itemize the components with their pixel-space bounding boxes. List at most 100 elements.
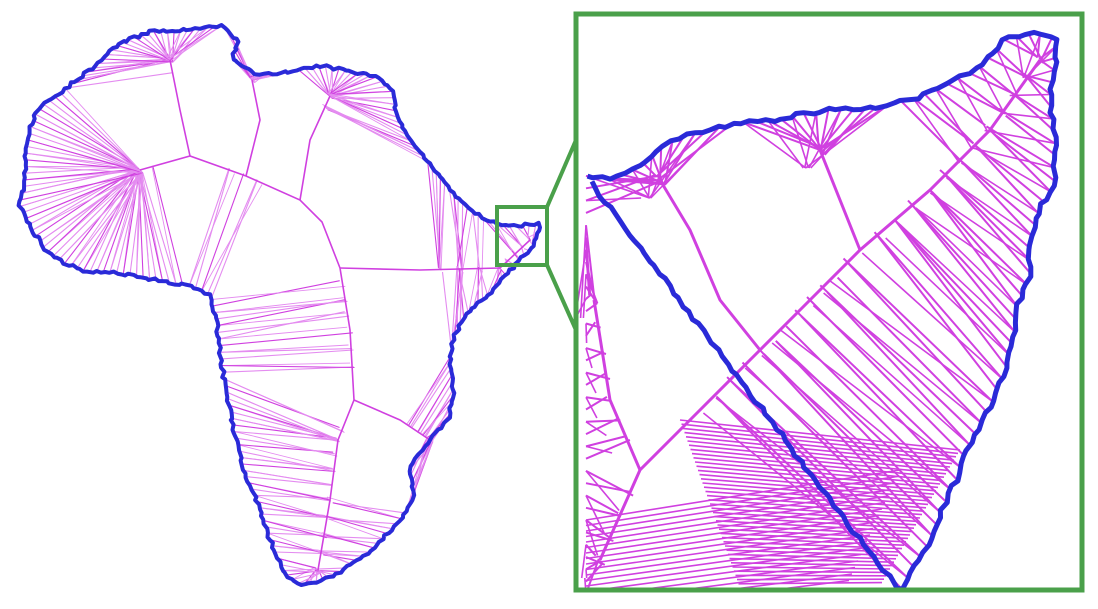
- zoom-connector-top: [545, 139, 578, 208]
- mesh-edge: [222, 366, 354, 373]
- mesh-edge: [222, 362, 351, 367]
- skeleton-branch: [353, 399, 431, 441]
- mesh-edge: [329, 95, 408, 136]
- mesh-edge: [585, 237, 592, 297]
- mesh-edge: [585, 347, 593, 369]
- mesh-edge: [140, 34, 171, 61]
- mesh-edge: [168, 25, 222, 60]
- mesh-edge: [129, 172, 144, 276]
- skeleton-branch: [317, 267, 355, 571]
- mesh-edge: [988, 128, 1052, 193]
- skeleton-branch: [592, 299, 642, 471]
- mesh-edge: [318, 570, 341, 572]
- mesh-edge: [691, 452, 945, 478]
- mesh-edge: [28, 139, 143, 174]
- detail-triangle-mesh: [576, 32, 1058, 590]
- mesh-edge: [836, 276, 983, 425]
- mesh-edge: [70, 167, 139, 267]
- mesh-edge: [64, 87, 139, 169]
- mesh-edge: [91, 60, 172, 69]
- mesh-edge: [968, 71, 1015, 95]
- mesh-edge: [244, 469, 333, 486]
- skeleton-branch: [818, 149, 862, 251]
- mesh-edge: [451, 265, 458, 343]
- mesh-edge: [711, 507, 919, 523]
- mesh-edge: [1025, 74, 1053, 84]
- mesh-edge: [328, 67, 333, 96]
- mesh-edge: [416, 375, 452, 433]
- mesh-edge: [585, 179, 662, 214]
- mesh-edge: [328, 518, 384, 540]
- mesh-edge: [584, 577, 587, 590]
- skeleton-branch: [245, 79, 261, 177]
- mesh-edge: [152, 166, 184, 286]
- mesh-edge: [585, 475, 898, 527]
- mesh-edge: [246, 476, 333, 486]
- mesh-edge: [766, 579, 850, 590]
- mesh-edge: [305, 68, 328, 94]
- mesh-edge: [582, 274, 587, 319]
- mesh-edge: [585, 321, 597, 337]
- mesh-edge: [277, 557, 317, 569]
- mesh-edge: [462, 210, 474, 272]
- mesh-edge: [585, 445, 613, 454]
- zoom-detail-frame: [573, 11, 1085, 593]
- mesh-edge: [200, 184, 263, 292]
- mesh-edge: [326, 496, 401, 520]
- mesh-edge: [829, 279, 993, 403]
- skeleton-branch: [598, 59, 1042, 561]
- mesh-edge: [438, 182, 446, 269]
- mesh-edge: [83, 172, 143, 271]
- mesh-edge: [167, 27, 208, 58]
- mesh-edge: [794, 309, 962, 469]
- mesh-edge: [998, 107, 1056, 145]
- mesh-edge: [329, 95, 405, 130]
- mesh-edge: [488, 221, 519, 258]
- mesh-edge: [254, 494, 328, 519]
- mesh-edge: [109, 171, 143, 273]
- mesh-edge: [318, 66, 330, 96]
- mesh-edge: [421, 401, 453, 435]
- mesh-edge: [23, 168, 139, 181]
- mesh-edge: [800, 315, 958, 481]
- mesh-edge: [427, 161, 440, 269]
- mesh-edge: [332, 502, 401, 520]
- mesh-edge: [785, 325, 953, 492]
- mesh-edge: [135, 169, 141, 277]
- mesh-edge: [1025, 75, 1052, 108]
- overview-medial-skeleton: [139, 59, 531, 571]
- detail-coast-outline: [586, 29, 1060, 590]
- mesh-edge: [706, 494, 925, 512]
- mesh-edge: [580, 544, 587, 579]
- mesh-edge: [585, 534, 871, 576]
- mesh-edge: [978, 65, 1019, 99]
- mesh-edge: [585, 540, 868, 582]
- mesh-edge: [923, 93, 974, 144]
- mesh-edge: [585, 469, 901, 521]
- mesh-edge: [585, 175, 657, 190]
- skeleton-branch: [169, 59, 191, 157]
- mesh-edge: [826, 291, 971, 446]
- mesh-edge: [330, 96, 398, 118]
- mesh-edge: [648, 132, 696, 199]
- mesh-edge: [140, 170, 151, 279]
- mesh-edge: [681, 423, 959, 455]
- mesh-edge: [219, 332, 353, 347]
- mesh-edge: [939, 169, 1031, 249]
- mesh-edge: [995, 48, 1019, 96]
- mesh-edge: [585, 494, 619, 515]
- mesh-edge: [585, 495, 889, 543]
- mesh-edge: [585, 396, 598, 419]
- mesh-edge: [39, 170, 141, 242]
- mesh-edge: [946, 82, 1003, 114]
- mesh-edge: [978, 65, 1005, 114]
- mesh-edge: [319, 550, 369, 553]
- mesh-edge: [742, 121, 807, 169]
- skeleton-branch: [299, 95, 331, 201]
- continent-outline: [16, 23, 542, 587]
- mesh-edge: [438, 177, 441, 269]
- mesh-edge: [779, 117, 821, 151]
- mesh-edge: [324, 105, 420, 152]
- mesh-edge: [234, 431, 338, 457]
- mesh-edge: [151, 165, 177, 284]
